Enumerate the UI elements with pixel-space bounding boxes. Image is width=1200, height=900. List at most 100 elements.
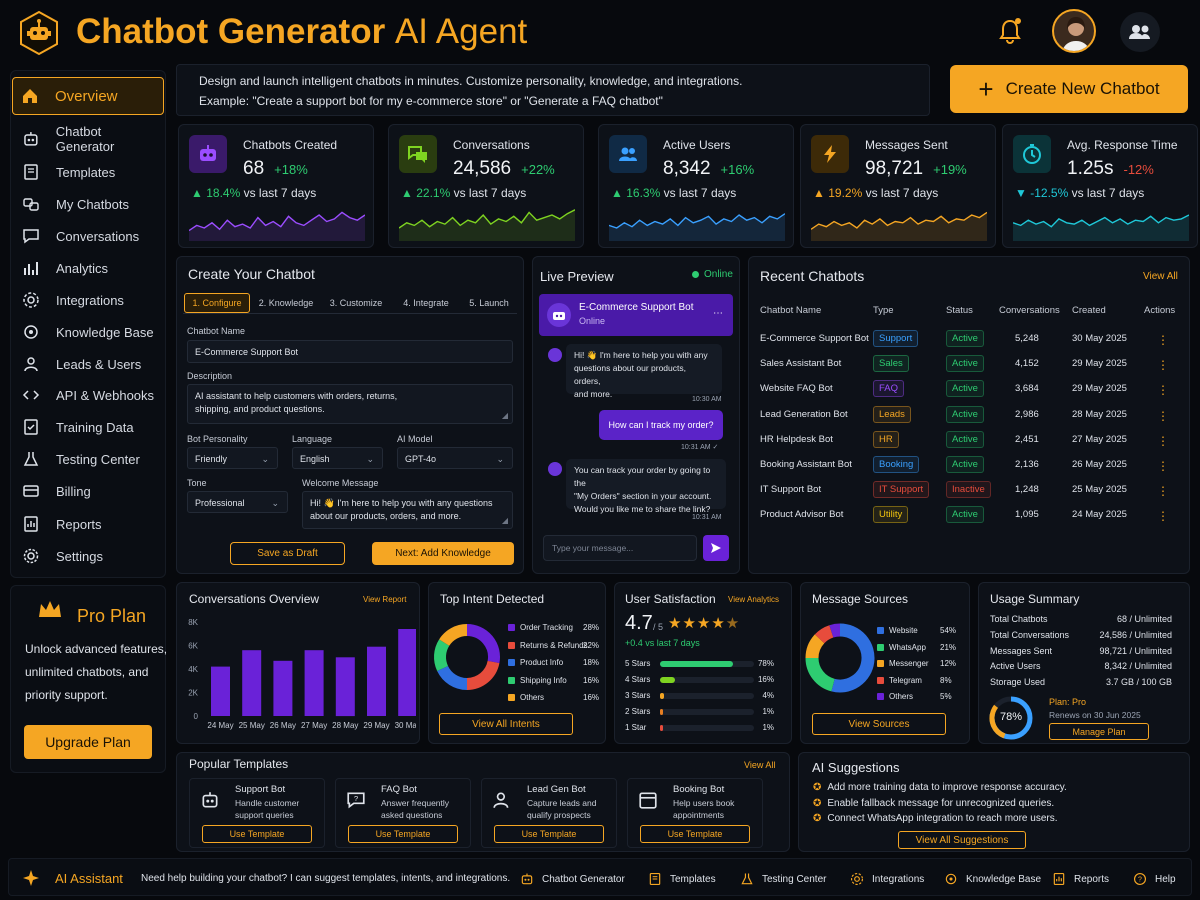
recent-chatbots-panel	[748, 256, 1190, 574]
sidebar-item-overview[interactable]: Overview	[12, 77, 164, 115]
upgrade-plan-button[interactable]: Upgrade Plan	[24, 725, 152, 759]
suggestion-item[interactable]: ✪ Add more training data to improve respo…	[813, 782, 1067, 793]
bottom-link-templates[interactable]: Templates	[648, 866, 716, 892]
lightbulb-icon: ✪	[813, 813, 822, 824]
view-report-link[interactable]: View Report	[363, 595, 407, 604]
avatar[interactable]	[1052, 9, 1096, 53]
sidebar-item-label: Testing Center	[56, 451, 140, 467]
ai-model-select[interactable]: GPT-4o ⌄	[397, 447, 513, 469]
more-actions-icon[interactable]: ⋮	[1157, 333, 1169, 347]
description-textarea[interactable]: AI assistant to help customers with orde…	[187, 384, 513, 424]
stat-change: +19%	[933, 162, 967, 177]
send-icon[interactable]	[703, 535, 729, 561]
pro-plan-title: Pro Plan	[77, 606, 147, 626]
resize-handle-icon[interactable]: ◢	[501, 411, 508, 420]
stat-value: 1.25s -12%	[1067, 158, 1154, 179]
resize-handle-icon[interactable]: ◢	[501, 516, 508, 525]
rating-percent: 4%	[762, 691, 774, 700]
sidebar-item-reports[interactable]: Reports	[14, 509, 162, 539]
legend-swatch	[877, 660, 884, 668]
use-template-button[interactable]: Use Template	[202, 825, 312, 843]
bottom-link-integrations[interactable]: Integrations	[850, 866, 924, 892]
more-actions-icon[interactable]: ⋮	[1157, 383, 1169, 398]
welcome-message-textarea[interactable]: Hi! 👋 I'm here to help you with any ques…	[302, 491, 513, 529]
more-actions-icon[interactable]: ⋮	[1157, 433, 1169, 448]
bell-icon[interactable]	[996, 16, 1024, 46]
more-actions-icon[interactable]: ⋮	[1157, 509, 1169, 524]
reports-icon	[24, 516, 38, 532]
view-all-templates-link[interactable]: View All	[744, 760, 776, 770]
rating-bar-track	[660, 725, 754, 731]
view-analytics-link[interactable]: View Analytics	[728, 595, 779, 604]
sidebar-item-chatbot-generator[interactable]: Chatbot Generator	[14, 124, 162, 154]
sidebar-item-integrations[interactable]: Integrations	[14, 285, 162, 315]
sidebar-item-my-chatbots[interactable]: My Chatbots	[14, 189, 162, 219]
more-actions-icon[interactable]: ⋮	[1157, 408, 1169, 423]
sidebar-item-label: Templates	[56, 164, 116, 180]
suggestion-item[interactable]: ✪ Enable fallback message for unrecognize…	[813, 797, 1055, 809]
bottom-link-help[interactable]: ? Help	[1133, 866, 1176, 892]
template-card-support-bot[interactable]: Support Bot Handle customer support querie…	[189, 778, 325, 848]
view-sources-button[interactable]: View Sources	[812, 713, 946, 735]
more-actions-icon[interactable]: ⋮	[1157, 484, 1169, 499]
chatbot-name[interactable]: Product Advisor Bot	[760, 509, 844, 521]
tab-3-customize[interactable]: 3. Customize	[329, 298, 383, 308]
bottom-link-reports[interactable]: Reports	[1052, 866, 1109, 892]
manage-plan-button[interactable]: Manage Plan	[1049, 723, 1149, 740]
chatbot-name-input[interactable]: E-Commerce Support Bot	[187, 340, 513, 363]
user-message: How can I track my order?	[599, 410, 723, 440]
template-card-faq-bot[interactable]: ? FAQ Bot Answer frequently asked questions…	[335, 778, 471, 848]
chatbot-name[interactable]: Website FAQ Bot	[760, 383, 833, 395]
sidebar-item-api-webhooks[interactable]: API & Webhooks	[14, 380, 162, 410]
bottom-link-chatbot-generator[interactable]: Chatbot Generator	[520, 866, 625, 892]
view-all-suggestions-button[interactable]: View All Suggestions	[898, 831, 1026, 849]
chatbot-name[interactable]: IT Support Bot	[760, 484, 822, 496]
more-icon[interactable]: ⋯	[713, 308, 723, 319]
personality-select[interactable]: Friendly ⌄	[187, 447, 278, 469]
next-add-knowledge-button[interactable]: Next: Add Knowledge	[372, 542, 514, 565]
view-all-intents-button[interactable]: View All Intents	[439, 713, 573, 735]
bottom-link-testing-center[interactable]: Testing Center	[740, 866, 826, 892]
suggestion-item[interactable]: ✪ Connect WhatsApp integration to reach m…	[813, 813, 1058, 824]
bar-28-may	[335, 657, 355, 717]
tab-4-integrate[interactable]: 4. Integrate	[403, 298, 449, 308]
save-draft-button[interactable]: Save as Draft	[230, 542, 345, 565]
chatbot-name[interactable]: HR Helpdesk Bot	[760, 433, 833, 445]
use-template-button[interactable]: Use Template	[348, 825, 458, 843]
message-input[interactable]: Type your message...	[543, 535, 697, 561]
ai-assistant-label[interactable]: AI Assistant	[55, 871, 123, 886]
tab-2-knowledge[interactable]: 2. Knowledge	[258, 298, 314, 308]
tab-1-configure[interactable]: 1. Configure	[184, 293, 250, 313]
tab-5-launch[interactable]: 5. Launch	[469, 298, 509, 308]
status-badge: Active	[946, 405, 984, 423]
chatbot-name[interactable]: E-Commerce Support Bot	[760, 333, 869, 344]
sidebar-item-settings[interactable]: Settings	[14, 541, 162, 571]
more-actions-icon[interactable]: ⋮	[1157, 358, 1169, 373]
team-icon[interactable]	[1120, 12, 1160, 52]
bottom-link-knowledge-base[interactable]: Knowledge Base	[944, 866, 1041, 892]
use-template-button[interactable]: Use Template	[494, 825, 604, 843]
chatbot-name[interactable]: Booking Assistant Bot	[760, 459, 852, 470]
create-new-chatbot-button[interactable]: + Create New Chatbot	[950, 65, 1188, 113]
rating-bar-fill	[660, 661, 734, 667]
more-actions-icon[interactable]: ⋮	[1157, 459, 1169, 473]
tone-select[interactable]: Professional ⌄	[187, 491, 288, 513]
sidebar-item-templates[interactable]: Templates	[14, 157, 162, 187]
template-card-lead-gen-bot[interactable]: Lead Gen Bot Capture leads and qualify pro…	[481, 778, 617, 848]
stat-subtext: ▲ 18.4% vs last 7 days	[191, 186, 317, 200]
language-select[interactable]: English ⌄	[292, 447, 383, 469]
use-template-button[interactable]: Use Template	[640, 825, 750, 843]
sidebar-item-leads-users[interactable]: Leads & Users	[14, 349, 162, 379]
type-badge: Sales	[873, 355, 909, 373]
sidebar-item-testing-center[interactable]: Testing Center	[14, 444, 162, 474]
view-all-chatbots-link[interactable]: View All	[1143, 271, 1178, 282]
sidebar-item-training-data[interactable]: Training Data	[14, 412, 162, 442]
robot-icon	[189, 135, 227, 173]
sidebar-item-knowledge-base[interactable]: Knowledge Base	[14, 317, 162, 347]
sidebar-item-analytics[interactable]: Analytics	[14, 253, 162, 283]
chatbot-name[interactable]: Sales Assistant Bot	[760, 358, 842, 370]
sidebar-item-billing[interactable]: Billing	[14, 476, 162, 506]
chatbot-name[interactable]: Lead Generation Bot	[760, 408, 848, 420]
sidebar-item-conversations[interactable]: Conversations	[14, 221, 162, 251]
template-card-booking-bot[interactable]: Booking Bot Help users book appointments Us…	[627, 778, 763, 848]
